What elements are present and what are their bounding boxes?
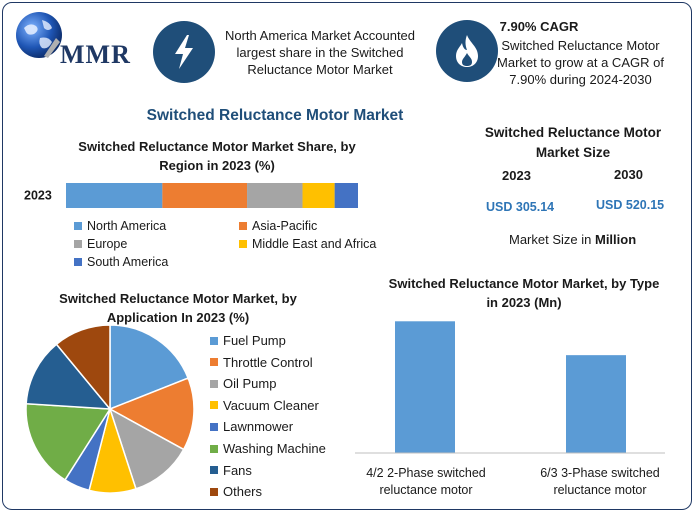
legend-swatch xyxy=(210,422,218,431)
pie-slice-7 xyxy=(25,343,112,410)
market-size-note-prefix: Market Size in xyxy=(509,232,595,247)
legend-swatch xyxy=(74,258,82,266)
legend-swatch xyxy=(210,401,218,410)
flame-icon xyxy=(456,35,478,67)
type-bar-chart xyxy=(355,321,665,454)
legend-label: Fans xyxy=(223,462,252,478)
type-x-label-1: 4/2 2-Phase switched reluctance motor xyxy=(366,466,486,497)
application-legend-item-5: Lawnmower xyxy=(210,419,293,434)
info-right-title: 7.90% CAGR xyxy=(499,19,579,34)
legend-swatch xyxy=(210,358,218,367)
region-bar-segment-5 xyxy=(334,183,358,208)
legend-label: Vacuum Cleaner xyxy=(223,397,319,413)
pie-slice-3 xyxy=(108,407,185,490)
type-x-label-2: 6/3 3-Phase switched reluctance motor xyxy=(540,466,660,497)
logo: MMR xyxy=(12,10,142,69)
legend-swatch xyxy=(239,240,247,248)
market-size-value-2023: USD 305.14 xyxy=(486,200,555,214)
legend-label: Lawnmower xyxy=(223,419,294,435)
region-bar-segment-4 xyxy=(302,183,335,208)
application-legend-item-6: Washing Machine xyxy=(210,441,326,456)
legend-swatch xyxy=(210,444,218,453)
region-bar-segment-3 xyxy=(247,183,303,208)
legend-label: North America xyxy=(87,219,167,233)
market-size-note: Market Size in Million xyxy=(509,232,636,247)
application-legend-item-4: Vacuum Cleaner xyxy=(210,398,319,413)
application-legend-item-7: Fans xyxy=(210,463,252,478)
legend-label: Fuel Pump xyxy=(223,333,286,348)
pie-slice-6 xyxy=(25,402,112,481)
legend-swatch xyxy=(210,466,218,475)
pie-slice-2 xyxy=(108,377,195,451)
type-bar-2 xyxy=(566,355,626,453)
market-size-value-2030: USD 520.15 xyxy=(596,198,665,212)
logo-arrow-icon xyxy=(44,38,60,58)
legend-swatch xyxy=(74,240,82,248)
legend-label: Middle East and Africa xyxy=(252,237,377,251)
market-size-title: Switched Reluctance Motor Market Size xyxy=(484,125,662,160)
application-legend-item-3: Oil Pump xyxy=(210,376,276,391)
legend-label: Europe xyxy=(87,237,128,251)
legend-label: South America xyxy=(87,255,169,269)
region-legend-item-5: South America xyxy=(74,255,168,269)
info-left-text: North America Market Accounted largest s… xyxy=(224,28,416,77)
legend-swatch xyxy=(210,336,218,345)
pie-slice-8 xyxy=(55,324,111,412)
flame-icon-badge xyxy=(436,20,498,82)
region-category-label: 2023 xyxy=(24,189,52,203)
legend-swatch xyxy=(74,222,82,230)
application-legend-item-1: Fuel Pump xyxy=(210,333,286,348)
region-chart-title: Switched Reluctance Motor Market Share, … xyxy=(78,139,356,173)
type-chart-title: Switched Reluctance Motor Market, by Typ… xyxy=(388,276,660,310)
legend-swatch xyxy=(239,222,247,230)
region-legend-item-1: North America xyxy=(74,219,166,233)
legend-swatch xyxy=(210,379,218,388)
application-legend-item-8: Others xyxy=(210,484,262,499)
application-chart-title: Switched Reluctance Motor Market, by App… xyxy=(59,291,297,325)
logo-text: MMR xyxy=(60,40,131,69)
market-size-year-2023: 2023 xyxy=(502,168,531,183)
main-title: Switched Reluctance Motor Market xyxy=(146,107,404,124)
info-right-text: Switched Reluctance Motor Market to grow… xyxy=(497,38,664,87)
legend-label: Asia-Pacific xyxy=(252,219,318,233)
legend-label: Throttle Control xyxy=(223,354,313,370)
type-bar-1 xyxy=(395,321,455,453)
market-size-note-unit: Million xyxy=(594,232,637,247)
legend-label: Washing Machine xyxy=(223,441,326,456)
legend-swatch xyxy=(210,487,218,496)
region-legend-item-3: Europe xyxy=(74,237,127,251)
region-legend-item-4: Middle East and Africa xyxy=(239,237,376,251)
pie-slice-1 xyxy=(109,324,190,411)
region-legend-item-2: Asia-Pacific xyxy=(239,219,317,233)
legend-label: Oil Pump xyxy=(223,376,277,392)
market-size-year-2030: 2030 xyxy=(614,167,643,182)
region-stacked-bar-chart: 2023 xyxy=(24,183,358,208)
legend-label: Others xyxy=(223,484,263,500)
lightning-bolt-icon xyxy=(175,35,193,69)
application-legend-item-2: Throttle Control xyxy=(210,355,313,370)
region-bar-segment-2 xyxy=(162,183,248,208)
application-pie-chart xyxy=(25,324,195,494)
lightning-icon-badge xyxy=(153,21,215,83)
region-bar-segment-1 xyxy=(66,183,163,208)
